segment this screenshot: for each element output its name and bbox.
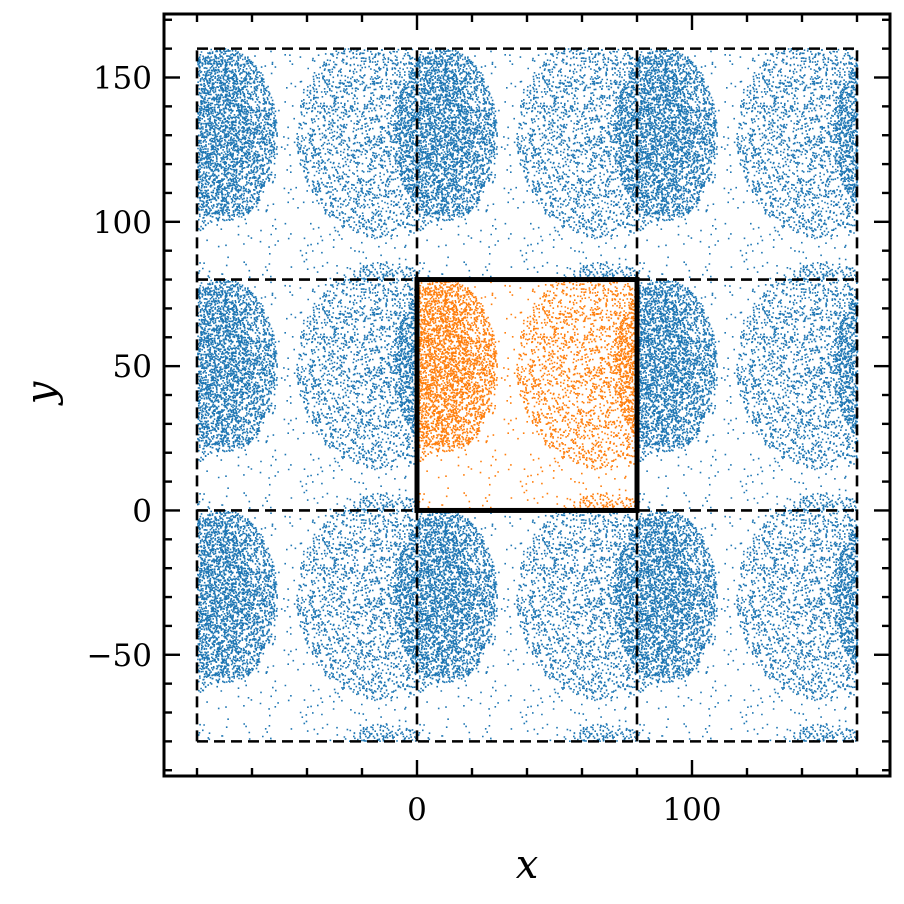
x-tick-label: 0 xyxy=(407,792,427,828)
y-tick-label: 0 xyxy=(132,493,152,529)
ticks-layer xyxy=(164,14,890,776)
image-points xyxy=(417,509,639,742)
y-tick-label: −50 xyxy=(87,638,152,674)
image-points xyxy=(197,278,419,512)
x-axis-label: x xyxy=(516,842,539,888)
image-points xyxy=(417,47,639,281)
image-points xyxy=(637,509,859,742)
y-axis-label: y xyxy=(18,380,64,406)
points-layer xyxy=(197,47,859,742)
cell-border xyxy=(414,277,640,513)
x-tick-label: 100 xyxy=(662,792,721,828)
y-tick-label: 100 xyxy=(93,205,152,241)
image-points xyxy=(197,509,419,742)
tick-labels: 0 100 −50 0 50 100 150 xyxy=(87,61,722,829)
y-tick-label: 50 xyxy=(113,349,152,385)
image-points xyxy=(197,47,419,281)
cell-points xyxy=(417,278,639,512)
dashed-image-grid xyxy=(195,47,859,743)
y-tick-label: 150 xyxy=(93,61,152,97)
image-points xyxy=(637,278,859,512)
image-points xyxy=(637,47,859,281)
